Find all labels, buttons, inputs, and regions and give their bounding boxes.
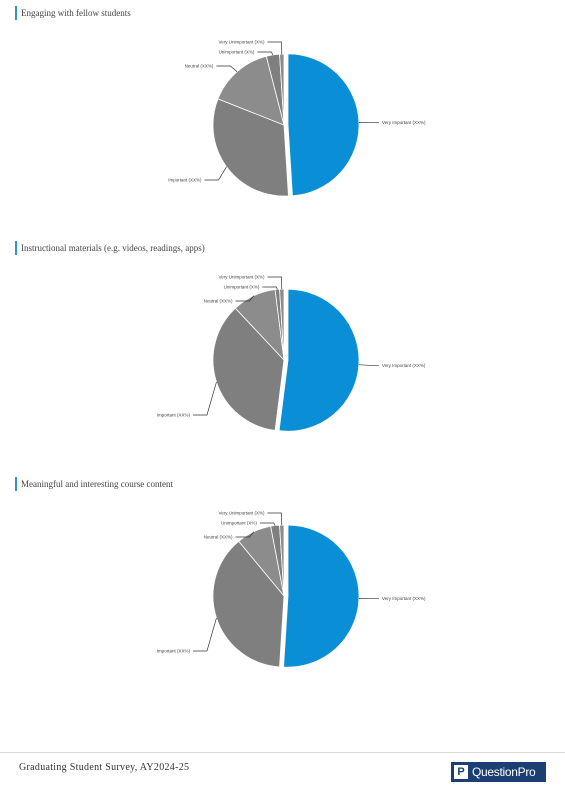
brand-name: QuestionPro: [472, 765, 536, 779]
slice-label: Unimportant (X%): [224, 285, 260, 290]
chart-section-course-content: Meaningful and interesting course conten…: [0, 477, 565, 687]
pie-chart-course-content: Very Important (XX%) Important (XX%) Neutr…: [157, 511, 426, 668]
leader-line: [216, 65, 238, 73]
pie-slice: [212, 98, 289, 197]
chart-title: Meaningful and interesting course conten…: [15, 477, 173, 491]
slice-label: Very Unimportant (X%): [218, 275, 265, 280]
footer-divider: [0, 752, 565, 753]
leader-line: [235, 295, 255, 302]
pie-slice: [212, 307, 285, 431]
slice-label: Neutral (XX%): [185, 64, 214, 69]
chart-section-instructional: Instructional materials (e.g. videos, re…: [0, 241, 565, 451]
questionpro-logo: P QuestionPro: [451, 762, 546, 782]
chart-section-engaging: Engaging with fellow students Very Impor…: [0, 6, 565, 216]
leader-line: [257, 51, 274, 56]
leader-line: [267, 512, 283, 526]
brand-logo-icon: P: [454, 765, 468, 779]
pie-slice: [278, 288, 360, 432]
pie-slice: [287, 53, 360, 197]
chart-title: Engaging with fellow students: [15, 6, 131, 20]
leader-line: [267, 41, 283, 55]
pie-slice: [279, 288, 285, 361]
slice-label: Important (XX%): [168, 178, 202, 183]
pie-chart-instructional: Very Important (XX%) Important (XX%) Neutr…: [157, 275, 426, 432]
leader-line: [192, 617, 217, 652]
leader-line: [358, 364, 379, 366]
slice-label: Important (XX%): [157, 413, 191, 418]
slice-label: Very Unimportant (X%): [218, 511, 265, 516]
slice-label: Very Unimportant (X%): [218, 40, 265, 45]
leader-line: [204, 166, 227, 181]
leader-line: [192, 381, 217, 416]
pie-slice: [212, 540, 285, 668]
slice-label: Important (XX%): [157, 649, 191, 654]
slice-label: Very Important (XX%): [382, 363, 426, 368]
slice-label: Very Important (XX%): [382, 596, 426, 601]
pie-slice: [283, 524, 360, 668]
slice-label: Neutral (XX%): [204, 299, 233, 304]
slice-label: Neutral (XX%): [204, 535, 233, 540]
leader-line: [235, 531, 255, 538]
pie-slice: [217, 55, 285, 126]
slice-label: Unimportant (X%): [221, 521, 257, 526]
leader-line: [262, 286, 278, 290]
leader-line: [259, 522, 276, 526]
pie-chart-engaging: Very Important (XX%) Important (XX%) Neutr…: [168, 40, 426, 197]
chart-title: Instructional materials (e.g. videos, re…: [15, 241, 205, 255]
slice-label: Very Important (XX%): [382, 120, 426, 125]
footer-survey-title: Graduating Student Survey, AY2024-25: [19, 762, 190, 773]
pie-slice: [279, 524, 285, 597]
leader-line: [267, 276, 283, 290]
slice-label: Unimportant (X%): [219, 50, 255, 55]
pie-slice: [279, 53, 285, 126]
